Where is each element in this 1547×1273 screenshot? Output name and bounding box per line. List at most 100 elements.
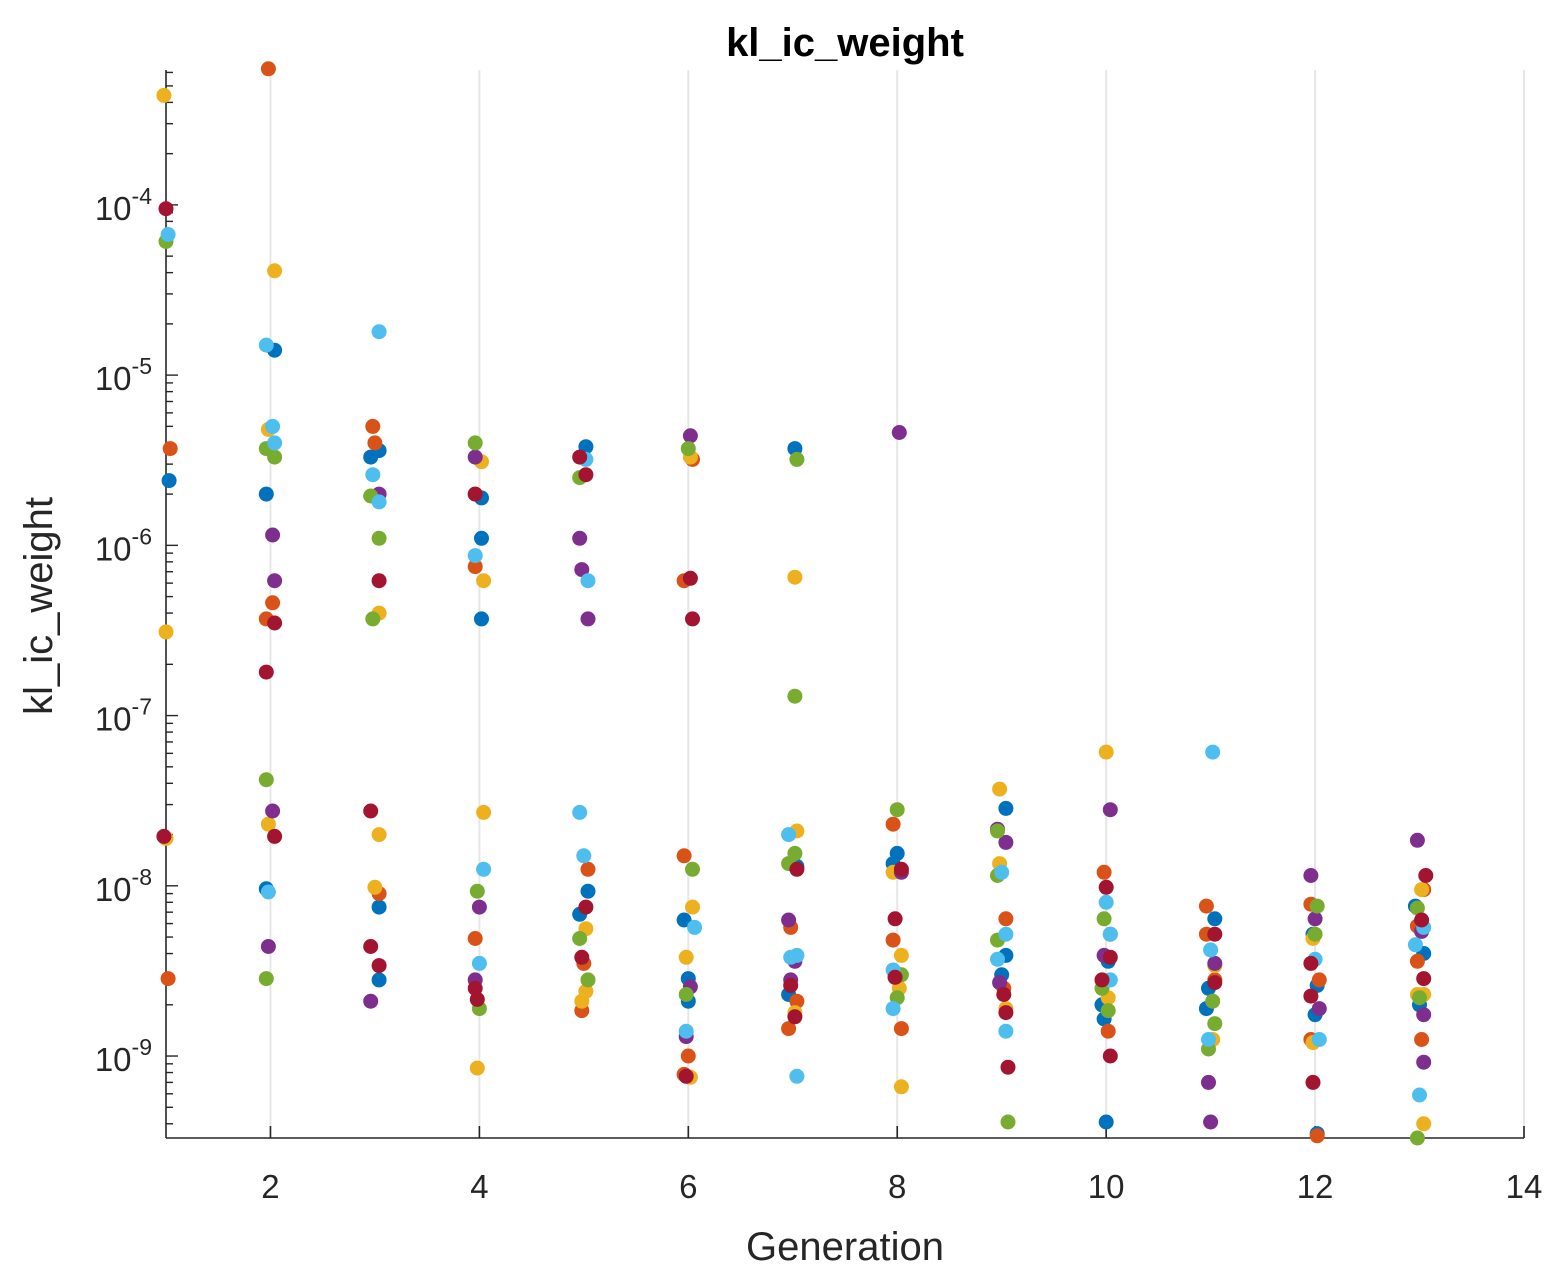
data-point-series-2: [1311, 972, 1327, 988]
x-tick-label: 4: [470, 1168, 488, 1205]
data-point-series-7: [1305, 1074, 1321, 1090]
data-point-series-6: [267, 435, 283, 451]
x-tick-labels: 2 4 6 8 10 12 14: [261, 1168, 1542, 1205]
data-point-series-6: [371, 324, 387, 340]
data-point-series-3: [158, 624, 174, 640]
data-point-series-3: [367, 879, 383, 895]
data-point-series-7: [1102, 949, 1118, 965]
data-point-series-6: [1102, 926, 1118, 942]
data-point-series-6: [781, 827, 797, 843]
y-tick-label: 10-8: [95, 864, 152, 908]
data-point-series-2: [680, 1048, 696, 1064]
data-point-series-6: [260, 884, 276, 900]
data-point-series-6: [371, 494, 387, 510]
data-point-series-4: [574, 562, 590, 578]
data-point-series-4: [891, 425, 907, 440]
data-point-series-4: [260, 939, 276, 954]
data-point-series-7: [1207, 926, 1223, 942]
data-point-series-7: [467, 486, 483, 502]
data-point-series-3: [260, 816, 276, 832]
data-point-series-4: [265, 527, 281, 543]
data-point-series-7: [682, 570, 698, 586]
data-point-series-6: [580, 573, 596, 589]
data-point-series-6: [1205, 744, 1221, 760]
data-point-series-5: [258, 772, 274, 788]
data-point-series-5: [1409, 1130, 1425, 1146]
data-point-series-5: [990, 823, 1005, 839]
data-point-series-4: [580, 611, 596, 627]
data-point-series-3: [678, 949, 694, 965]
data-point-series-7: [1098, 879, 1114, 895]
data-point-series-1: [474, 611, 489, 627]
data-point-series-3: [685, 899, 700, 915]
data-point-series-6: [471, 955, 487, 971]
data-point-series-5: [787, 688, 803, 704]
data-point-series-6: [1311, 1032, 1327, 1047]
x-axis-label: Generation: [746, 1225, 944, 1269]
y-axis-label: kl_ic_weight: [17, 497, 61, 715]
data-point-series-5: [1309, 898, 1325, 914]
data-point-series-4: [267, 573, 283, 589]
data-point-series-7: [156, 828, 172, 844]
data-point-series-5: [267, 449, 283, 465]
data-point-series-2: [467, 559, 483, 575]
data-point-series-6: [994, 864, 1010, 880]
y-tick-label: 10-9: [95, 1034, 152, 1078]
x-tick-label: 12: [1297, 1168, 1334, 1205]
data-point-series-5: [678, 987, 694, 1002]
data-point-series-4: [1416, 1054, 1432, 1070]
data-point-series-5: [1207, 1016, 1223, 1032]
data-point-series-2: [1309, 1128, 1325, 1144]
data-point-series-2: [781, 1021, 797, 1037]
data-point-series-2: [260, 61, 276, 77]
data-point-series-7: [267, 828, 283, 844]
data-point-series-7: [678, 1068, 694, 1084]
data-point-series-6: [1098, 894, 1114, 910]
data-point-series-1: [258, 486, 274, 502]
data-point-series-2: [885, 932, 901, 948]
data-point-series-7: [158, 201, 174, 217]
data-point-series-2: [365, 418, 381, 434]
data-point-series-7: [574, 949, 590, 965]
data-point-series-2: [1100, 1023, 1116, 1039]
data-point-series-4: [1311, 1001, 1327, 1017]
data-point-series-6: [885, 1001, 901, 1017]
data-point-series-4: [1201, 1074, 1216, 1090]
data-point-series-5: [1205, 993, 1221, 1009]
chart-title: kl_ic_weight: [726, 21, 964, 65]
data-point-series-1: [889, 845, 905, 861]
data-point-series-7: [1414, 912, 1430, 928]
data-point-series-7: [887, 969, 903, 985]
data-point-series-2: [1409, 953, 1425, 969]
data-point-series-7: [267, 615, 283, 631]
x-tick-label: 2: [261, 1168, 279, 1205]
data-point-series-4: [1203, 1114, 1219, 1130]
data-point-series-7: [1207, 975, 1223, 991]
y-tick-label: 10-6: [95, 523, 152, 567]
x-grid-lines: [269, 70, 1525, 1138]
data-point-series-3: [1098, 744, 1114, 760]
x-tick-label: 6: [679, 1168, 697, 1205]
data-point-series-1: [1207, 911, 1223, 927]
data-point-series-7: [783, 977, 799, 993]
data-point-series-7: [1102, 1048, 1118, 1064]
data-point-series-5: [685, 861, 700, 877]
data-point-series-4: [363, 993, 379, 1009]
data-point-series-2: [265, 595, 281, 611]
data-point-series-5: [1100, 1003, 1116, 1019]
data-point-series-4: [682, 428, 698, 444]
data-point-series-2: [162, 441, 178, 457]
data-point-series-6: [783, 949, 799, 965]
data-point-series-5: [680, 441, 696, 457]
data-point-series-4: [467, 449, 483, 465]
data-point-series-7: [469, 991, 485, 1007]
data-point-series-6: [990, 951, 1005, 967]
data-point-series-2: [1198, 898, 1214, 914]
data-point-series-3: [476, 804, 492, 820]
data-point-series-5: [365, 611, 381, 627]
data-point-series-4: [1207, 955, 1223, 971]
data-point-series-6: [467, 548, 483, 564]
data-point-series-7: [685, 611, 700, 627]
data-point-series-4: [572, 530, 588, 546]
data-point-series-3: [371, 827, 387, 843]
